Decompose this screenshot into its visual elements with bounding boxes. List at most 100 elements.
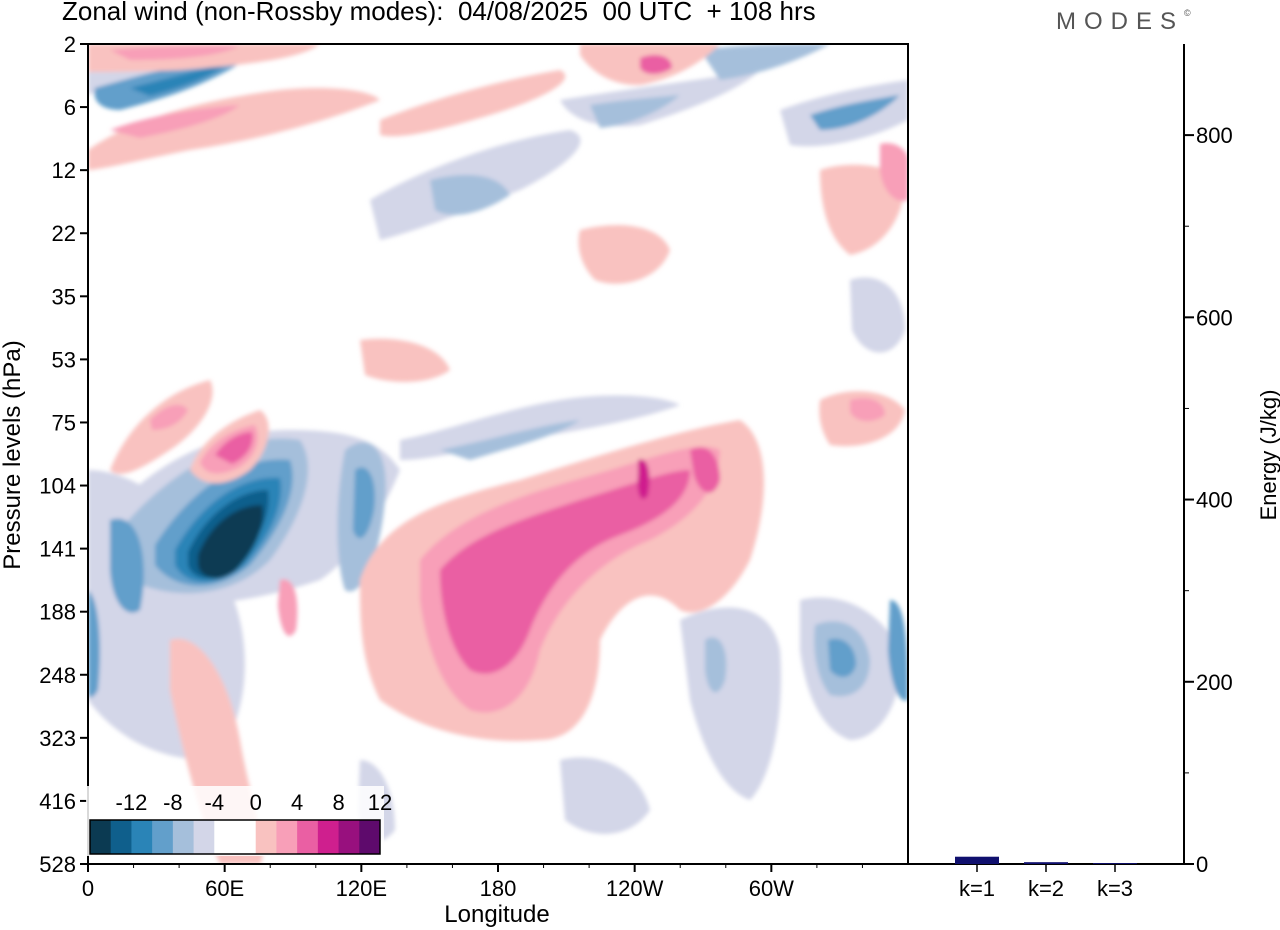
- chart-title: Zonal wind (non-Rossby modes): 04/08/202…: [62, 0, 816, 26]
- y-axis-label: Pressure levels (hPa): [0, 340, 26, 569]
- colorbar-label: 8: [332, 790, 344, 815]
- x-tick-label: 0: [82, 876, 94, 901]
- contour-pos-upper-band: [88, 88, 380, 170]
- colorbar-label: 4: [291, 790, 303, 815]
- contour-pos-upper-center-core: [640, 55, 672, 74]
- colorbar-swatch: [235, 820, 257, 854]
- energy-x-axis: k=1 k=2 k=3: [959, 864, 1133, 901]
- y-tick-label: 416: [39, 789, 76, 814]
- contour-neg-right-edge: [888, 600, 908, 701]
- colorbar: -12 -8 -4 0 4 8 12: [86, 786, 392, 856]
- y-tick-label: 35: [52, 284, 76, 309]
- energy-tick-label: 400: [1196, 488, 1233, 513]
- contour-pos-top-strip-core: [110, 46, 240, 60]
- pressure-axis: 2 6 12 22 35 53 75 104 141 188 248 323 416 528: [39, 32, 88, 877]
- energy-tick-label: 600: [1196, 305, 1233, 330]
- contour-neg-120e-core: [353, 467, 375, 539]
- contour-neg-left-lobe: [110, 518, 144, 613]
- contour-pos-right-lobe: [690, 447, 720, 493]
- longitude-axis: 0 60E 120E 180 120W 60W: [82, 864, 863, 901]
- colorbar-label: -4: [205, 790, 225, 815]
- colorbar-label: -8: [163, 790, 183, 815]
- energy-tick-label: 200: [1196, 670, 1233, 695]
- contour-neg-jet-core: [198, 505, 263, 579]
- colorbar-swatch: [255, 820, 277, 854]
- contour-neg-bottom-center: [560, 757, 650, 834]
- colorbar-frame: [89, 819, 381, 855]
- energy-cat-label: k=3: [1097, 876, 1133, 901]
- colorbar-swatch: [152, 820, 174, 854]
- contour-neg-upper-2: [130, 62, 230, 96]
- contour-pos-right-75-core: [850, 398, 885, 422]
- energy-tick-label: 800: [1196, 123, 1233, 148]
- colorbar-swatch: [338, 820, 360, 854]
- contour-pos-53: [360, 338, 450, 382]
- colorbar-swatches: [89, 819, 381, 855]
- contour-pos-right: [820, 164, 905, 255]
- contour-pos-big-3: [440, 470, 690, 674]
- y-tick-label: 323: [39, 726, 76, 751]
- y-tick-label: 528: [39, 852, 76, 877]
- energy-bars: [955, 856, 1137, 864]
- contour-pos-30e-core: [150, 404, 188, 430]
- energy-axis-label: Energy (J/kg): [1256, 390, 1280, 521]
- x-tick-label: 60E: [205, 876, 244, 901]
- colorbar-swatch: [297, 820, 319, 854]
- energy-panel: 0 200 400 600 800 k=1 k=2 k=3 Energy (J/kg): [907, 44, 1280, 901]
- contour-neg-upper-mid-core: [430, 175, 510, 215]
- contour-neg-left-edge: [88, 590, 100, 698]
- contour-neg-right-lower-2: [828, 638, 856, 677]
- x-axis-label: Longitude: [444, 901, 549, 928]
- colorbar-swatch: [90, 820, 112, 854]
- colorbar-swatch: [359, 820, 381, 854]
- y-tick-label: 2: [64, 32, 76, 57]
- y-tick-label: 75: [52, 410, 76, 435]
- contour-neg-diag-core: [440, 420, 580, 460]
- colorbar-swatch: [110, 820, 132, 854]
- y-tick-label: 6: [64, 95, 76, 120]
- contour-pos-mid-right: [578, 225, 670, 284]
- contour-neg-right-mid: [850, 277, 905, 353]
- y-tick-label: 22: [52, 221, 76, 246]
- colorbar-labels: -12 -8 -4 0 4 8 12: [116, 790, 393, 815]
- x-tick-label: 120W: [606, 876, 664, 901]
- y-tick-label: 141: [39, 537, 76, 562]
- colorbar-label: 12: [368, 790, 392, 815]
- energy-bar: [1024, 862, 1068, 864]
- y-tick-label: 12: [52, 158, 76, 183]
- contour-pos-188: [278, 579, 298, 636]
- colorbar-swatch: [276, 820, 298, 854]
- contour-pos-upper-core: [110, 105, 240, 138]
- contour-neg-upper-right-core: [590, 95, 680, 128]
- colorbar-swatch: [131, 820, 153, 854]
- colorbar-swatch: [214, 820, 236, 854]
- x-tick-label: 180: [480, 876, 517, 901]
- energy-bar: [955, 856, 999, 864]
- colorbar-label: 0: [250, 790, 262, 815]
- energy-tick-label: 0: [1196, 852, 1208, 877]
- contour-pos-60e-core: [215, 432, 253, 464]
- contour-pos-upper-diag: [380, 70, 566, 137]
- heatmap-field: [88, 44, 908, 864]
- contour-neg-top-right: [700, 44, 830, 80]
- colorbar-swatch: [317, 820, 340, 854]
- x-tick-label: 120E: [336, 876, 387, 901]
- contour-pos-right-edge: [880, 143, 908, 201]
- energy-y-axis: 0 200 400 600 800: [1184, 123, 1233, 877]
- modes-logo: MODES©: [1056, 8, 1191, 35]
- colorbar-swatch: [172, 820, 195, 854]
- y-tick-label: 53: [52, 347, 76, 372]
- energy-cat-label: k=2: [1028, 876, 1064, 901]
- y-tick-label: 248: [39, 663, 76, 688]
- x-tick-label: 60W: [749, 876, 794, 901]
- y-tick-label: 188: [39, 600, 76, 625]
- contour-pos-big-core: [637, 459, 650, 499]
- y-tick-label: 104: [39, 474, 76, 499]
- contour-neg-upper-far-core: [810, 95, 900, 130]
- energy-bar: [1093, 863, 1137, 864]
- colorbar-swatch: [193, 820, 215, 854]
- colorbar-label: -12: [116, 790, 148, 815]
- contour-neg-lower-center-core: [705, 637, 727, 693]
